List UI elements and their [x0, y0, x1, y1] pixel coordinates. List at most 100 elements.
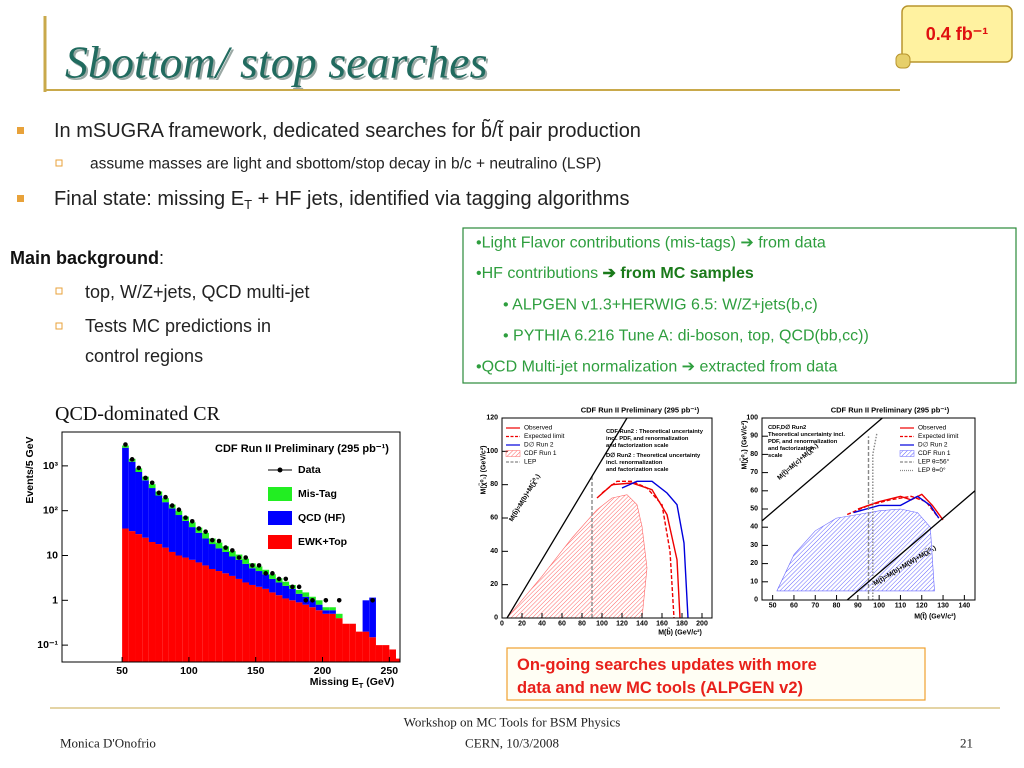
histogram-bar — [329, 607, 336, 611]
histogram-bar — [128, 461, 136, 532]
y-tick-label: 80 — [750, 451, 758, 458]
data-point — [296, 584, 302, 590]
legend-label: LEP θ=56° — [918, 458, 950, 466]
histogram-bar — [295, 589, 303, 594]
x-tick-label: 140 — [636, 621, 648, 628]
legend-label: D∅ Run 2 — [918, 442, 948, 449]
limit-line — [601, 480, 675, 618]
x-tick-label: 50 — [116, 665, 128, 677]
histogram-bar — [329, 610, 336, 614]
legend-swatch — [268, 487, 292, 501]
bullet — [17, 195, 24, 202]
annotation: incl. renormalization — [606, 460, 663, 466]
histogram-bar — [142, 480, 149, 538]
annotation: D∅ Run2 : Theoretical uncertainty — [606, 452, 701, 459]
histogram-bar — [382, 645, 390, 662]
histogram-bar — [309, 607, 316, 662]
histogram-bar — [168, 551, 176, 662]
y-tick-label: 100 — [746, 415, 758, 422]
badge: 0.4 fb⁻¹ — [895, 5, 1013, 69]
y-axis-label: Events/5 GeV — [24, 436, 36, 503]
y-tick-label: 10³ — [43, 460, 59, 472]
y-tick-label: 10⁻¹ — [37, 639, 58, 651]
y-tick-label: 60 — [490, 515, 498, 522]
histogram-bar — [242, 558, 250, 564]
subscript: T — [244, 197, 252, 212]
histogram-bar — [215, 548, 223, 572]
histogram-bar — [329, 613, 336, 662]
legend-swatch — [268, 511, 292, 525]
histogram-bar — [228, 551, 236, 557]
legend-label: Observed — [524, 425, 553, 432]
x-tick-label: 0 — [500, 621, 504, 628]
histogram-bar — [202, 532, 209, 539]
histogram-bar — [322, 613, 330, 662]
histogram-bar — [322, 607, 330, 611]
histogram-bar — [302, 604, 310, 662]
text-part: •HF contributions — [476, 265, 603, 282]
histogram-bar — [362, 631, 370, 662]
kinematic-line — [506, 418, 628, 618]
histogram-bar — [275, 595, 283, 662]
sub-bullet — [55, 287, 63, 295]
y-tick-label: 20 — [750, 560, 758, 567]
x-tick-label: 120 — [616, 621, 628, 628]
x-tick-label: 180 — [676, 621, 688, 628]
histogram-bar — [122, 447, 129, 529]
info-line: • PYTHIA 6.216 Tune A: di-boson, top, QC… — [503, 328, 869, 345]
histogram-bar — [242, 582, 250, 662]
note-text: On-going searches updates with more — [517, 656, 817, 674]
bullet — [17, 127, 24, 134]
histogram-bar — [315, 604, 323, 611]
y-tick-label: 70 — [750, 469, 758, 476]
chart-title: CDF Run II Preliminary (295 pb⁻¹) — [581, 406, 700, 415]
info-line: • ALPGEN v1.3+HERWIG 6.5: W/Z+jets(b,c) — [503, 297, 818, 314]
info-line: •QCD Multi-jet normalization ➔ extracted… — [476, 359, 837, 376]
histogram-bar — [155, 544, 163, 662]
annotation: Theoretical uncertainty incl. — [768, 432, 845, 438]
y-tick-label: 0 — [754, 597, 758, 604]
sub-bullet — [55, 322, 63, 330]
annotation: scale — [768, 453, 783, 459]
histogram-bar — [195, 562, 203, 662]
histogram-bar — [148, 488, 156, 543]
data-point — [263, 571, 269, 576]
legend-swatch — [268, 535, 292, 549]
histogram-bar — [168, 508, 176, 552]
badge-text: 0.4 fb⁻¹ — [926, 24, 989, 44]
y-tick-label: 60 — [750, 487, 758, 494]
legend-label: CDF Run 1 — [524, 450, 557, 457]
y-tick-label: 10 — [750, 578, 758, 585]
histogram-bar — [235, 559, 243, 579]
x-tick-label: 130 — [937, 603, 949, 610]
histogram-bar — [395, 658, 400, 662]
histogram-bar — [282, 585, 290, 599]
data-point — [270, 571, 275, 576]
histogram-bar — [355, 631, 363, 662]
histogram-bar — [188, 559, 196, 662]
annotation: and factorization scale — [606, 467, 669, 473]
legend-label: Mis-Tag — [298, 488, 337, 500]
data-point — [303, 598, 309, 603]
legend-label: Expected limit — [918, 433, 959, 440]
y-tick-label: 1 — [52, 594, 58, 606]
histogram-bar — [195, 532, 203, 563]
chart: 50 100 150 200 250 10⁻¹ 1 10 10² 10³ CDF Run II Pr… — [24, 431, 401, 690]
text-part: Missing E — [310, 676, 359, 688]
data-point — [256, 563, 262, 568]
y-tick-label: 40 — [750, 524, 758, 531]
legend-swatch — [899, 450, 915, 457]
limit-line — [621, 480, 689, 618]
legend-label: D∅ Run 2 — [524, 442, 554, 449]
limit-line — [853, 495, 940, 519]
data-point — [123, 442, 128, 447]
footer-event: CERN, 10/3/2008 — [465, 736, 559, 751]
histogram-bar — [275, 582, 283, 596]
data-point — [203, 529, 208, 534]
x-tick-label: 200 — [314, 665, 332, 677]
legend-label: Observed — [918, 425, 947, 432]
x-axis-label: M(t̃) (GeV/c²) — [914, 613, 956, 621]
annotation: and factorization scale — [606, 443, 669, 449]
y-axis-label: M(χ̃⁰₁) (GeV/c²) — [480, 445, 488, 494]
histogram-bar — [315, 610, 323, 662]
